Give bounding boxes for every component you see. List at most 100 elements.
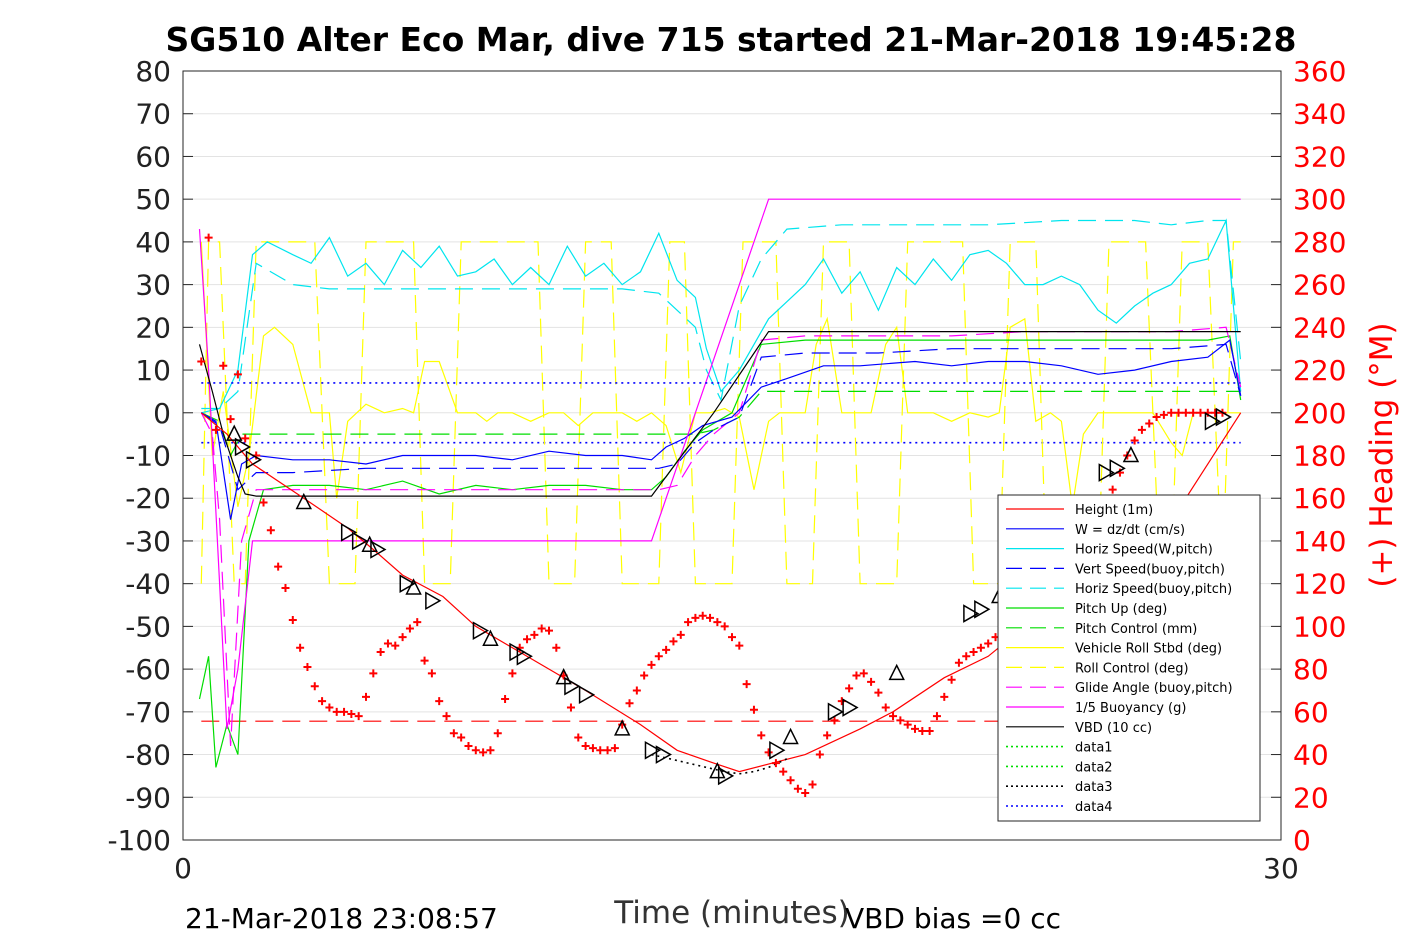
heading-point bbox=[720, 622, 729, 631]
right-y-axis-label: (+) Heading (°M) bbox=[1364, 322, 1400, 587]
right-tick-label: 180 bbox=[1293, 440, 1346, 473]
heading-point bbox=[508, 669, 517, 678]
left-tick-label: -100 bbox=[107, 824, 171, 857]
heading-point bbox=[962, 652, 971, 661]
heading-point bbox=[625, 699, 634, 708]
heading-point bbox=[940, 692, 949, 701]
series-data3 bbox=[651, 753, 788, 775]
heading-point bbox=[691, 613, 700, 622]
heading-point bbox=[669, 637, 678, 646]
heading-point bbox=[779, 767, 788, 776]
triangle-marker bbox=[340, 523, 358, 542]
heading-point bbox=[1181, 408, 1190, 417]
heading-point bbox=[713, 618, 722, 627]
legend: Height (1m) W = dz/dt (cm/s) Horiz Speed(W… bbox=[997, 494, 1261, 822]
heading-point bbox=[735, 641, 744, 650]
left-tick-label: -90 bbox=[125, 781, 171, 814]
heading-point bbox=[493, 729, 502, 738]
heading-point bbox=[603, 746, 612, 755]
chart-title: SG510 Alter Eco Mar, dive 715 started 21… bbox=[166, 20, 1297, 59]
heading-point bbox=[815, 750, 824, 759]
heading-point bbox=[332, 707, 341, 716]
heading-point bbox=[383, 639, 392, 648]
heading-point bbox=[706, 613, 715, 622]
left-tick-label: -10 bbox=[125, 440, 171, 473]
heading-point bbox=[1211, 408, 1220, 417]
heading-point bbox=[889, 712, 898, 721]
left-tick-label: -60 bbox=[125, 653, 171, 686]
heading-point bbox=[566, 703, 575, 712]
heading-point bbox=[662, 645, 671, 654]
triangle-marker bbox=[655, 745, 672, 764]
legend-label: Vehicle Roll Stbd (deg) bbox=[1075, 642, 1222, 657]
heading-point bbox=[537, 624, 546, 633]
triangle-marker bbox=[717, 766, 735, 786]
heading-point bbox=[296, 643, 305, 652]
heading-point bbox=[786, 776, 795, 785]
heading-point bbox=[845, 684, 854, 693]
triangle-marker bbox=[782, 727, 799, 745]
triangle-marker bbox=[472, 621, 489, 640]
heading-point bbox=[1159, 410, 1168, 419]
heading-point bbox=[274, 562, 283, 571]
heading-point bbox=[266, 526, 275, 535]
heading-point bbox=[742, 680, 751, 689]
series-horiz-speed-w-pitch bbox=[201, 218, 1242, 410]
heading-point bbox=[471, 746, 480, 755]
heading-point bbox=[552, 643, 561, 652]
left-tick-label: -50 bbox=[125, 610, 171, 643]
heading-point bbox=[698, 611, 707, 620]
series-vbd-10-cc bbox=[198, 331, 1241, 497]
right-y-ticks: 3603403203002802602402202001801601401201… bbox=[1293, 55, 1346, 857]
heading-point bbox=[362, 692, 370, 701]
left-y-ticks: 80 70 60 50 40 30 20 10 0 -10 -20 -30 -40 -50 -60 -70 -8… bbox=[107, 55, 1281, 857]
heading-point bbox=[501, 695, 510, 704]
heading-point bbox=[823, 731, 832, 740]
legend-label: Pitch Up (deg) bbox=[1075, 602, 1167, 617]
heading-point bbox=[523, 635, 532, 644]
left-tick-label: -80 bbox=[125, 739, 171, 772]
heading-point bbox=[581, 742, 590, 751]
series-glide-angle-buoy-pitch bbox=[200, 326, 1242, 747]
left-tick-label: -20 bbox=[125, 482, 171, 515]
triangle-marker bbox=[613, 719, 631, 736]
x-tick-label: 0 bbox=[174, 852, 192, 885]
heading-point bbox=[530, 630, 539, 639]
heading-point bbox=[1167, 408, 1176, 417]
x-axis-label: Time (minutes) bbox=[613, 895, 849, 931]
footer-timestamp: 21-Mar-2018 23:08:57 bbox=[185, 902, 498, 935]
triangle-marker bbox=[351, 531, 369, 551]
triangle-marker bbox=[295, 492, 312, 510]
heading-point bbox=[457, 733, 466, 742]
heading-point bbox=[281, 583, 290, 592]
right-tick-label: 280 bbox=[1293, 226, 1346, 259]
left-tick-label: 0 bbox=[153, 397, 171, 430]
heading-point bbox=[288, 615, 297, 624]
heading-point bbox=[932, 712, 941, 721]
left-tick-label: -70 bbox=[125, 696, 171, 729]
heading-point bbox=[354, 712, 363, 721]
triangle-marker bbox=[555, 667, 572, 685]
heading-point bbox=[911, 724, 919, 733]
heading-point bbox=[435, 697, 444, 706]
footer-vbd-bias: VBD bias =0 cc bbox=[845, 902, 1061, 935]
right-tick-label: 240 bbox=[1293, 311, 1346, 344]
heading-point bbox=[976, 643, 985, 652]
triangle-marker bbox=[405, 578, 422, 595]
triangle-marker bbox=[245, 450, 263, 470]
legend-label: Glide Angle (buoy,pitch) bbox=[1075, 681, 1233, 696]
triangle-marker bbox=[482, 629, 499, 646]
heading-point bbox=[211, 425, 220, 434]
heading-point bbox=[486, 746, 495, 755]
heading-point bbox=[347, 709, 356, 718]
left-tick-label: -40 bbox=[125, 568, 171, 601]
heading-point bbox=[954, 658, 963, 667]
heading-point bbox=[852, 671, 861, 680]
triangle-marker bbox=[399, 574, 416, 593]
heading-point bbox=[632, 686, 641, 695]
heading-point bbox=[420, 656, 429, 665]
legend-label: Horiz Speed(buoy,pitch) bbox=[1075, 582, 1232, 597]
heading-point bbox=[310, 682, 319, 691]
legend-label: Height (1m) bbox=[1075, 503, 1153, 518]
heading-point bbox=[1137, 425, 1146, 434]
